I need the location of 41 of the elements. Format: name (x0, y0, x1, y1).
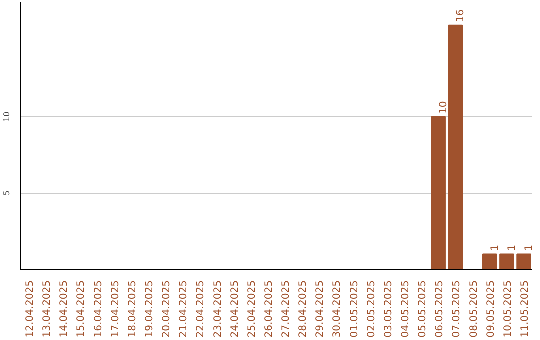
x-tick-label: 19.04.2025 (144, 280, 156, 338)
x-tick-label: 07.05.2025 (452, 280, 463, 338)
x-tick-label: 15.04.2025 (76, 280, 88, 338)
x-tick-label: 20.04.2025 (162, 280, 173, 338)
x-tick-label: 21.04.2025 (178, 280, 190, 338)
x-tick-label: 04.05.2025 (400, 280, 412, 338)
x-tick-label: 12.04.2025 (25, 280, 36, 338)
bar (516, 254, 532, 270)
x-tick-label: 08.05.2025 (468, 280, 480, 338)
x-tick-label: 09.05.2025 (486, 280, 497, 338)
x-tick-label: 25.04.2025 (246, 280, 258, 338)
bar (431, 116, 446, 270)
x-tick-label: 22.04.2025 (196, 280, 207, 338)
x-tick-label: 14.04.2025 (59, 280, 70, 338)
y-tick-label: 5 (2, 190, 12, 196)
x-tick-label: 03.05.2025 (383, 280, 394, 338)
x-tick-label: 23.04.2025 (212, 280, 224, 338)
data-label: 1 (490, 244, 501, 252)
x-tick-label: 18.04.2025 (127, 280, 138, 338)
data-label: 16 (456, 10, 467, 22)
x-tick-label: 27.04.2025 (281, 280, 292, 338)
x-tick-label: 13.04.2025 (42, 280, 54, 338)
x-tick-label: 06.05.2025 (434, 280, 446, 338)
bar (482, 254, 498, 270)
x-tick-label: 16.04.2025 (93, 280, 104, 338)
data-label: 10 (438, 101, 450, 114)
x-tick-label: 28.04.2025 (298, 280, 310, 338)
x-tick-label: 01.05.2025 (349, 280, 360, 338)
x-tick-label: 24.04.2025 (230, 280, 241, 338)
x-tick-label: 02.05.2025 (366, 280, 378, 338)
bar (500, 254, 514, 270)
x-tick-label: 11.05.2025 (520, 280, 531, 338)
data-label: 1 (524, 244, 535, 252)
x-tick-label: 17.04.2025 (110, 280, 122, 338)
data-label: 1 (506, 244, 518, 252)
x-tick-label: 30.04.2025 (332, 280, 344, 338)
x-tick-label: 29.04.2025 (315, 280, 326, 338)
x-tick-label: 10.05.2025 (502, 280, 514, 338)
x-tick-label: 26.04.2025 (264, 280, 275, 338)
x-tick-label: 05.05.2025 (418, 280, 429, 338)
bar (448, 24, 464, 270)
